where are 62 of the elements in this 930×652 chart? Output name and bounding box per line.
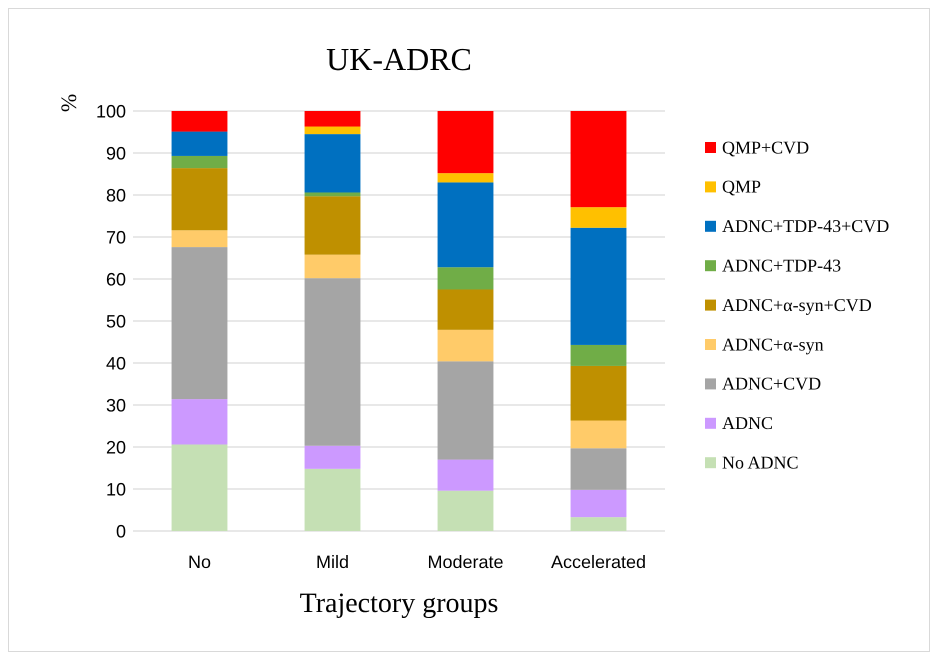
- bar: [304, 196, 360, 255]
- bar: [438, 490, 494, 531]
- legend-label: No ADNC: [722, 452, 799, 472]
- legend-label: QMP+CVD: [722, 137, 810, 158]
- y-axis-title: %: [56, 94, 81, 112]
- y-tick-label: 0: [116, 521, 126, 542]
- bar: [304, 134, 360, 192]
- bar: [172, 444, 228, 531]
- y-tick-label: 70: [106, 227, 126, 248]
- bar: [172, 168, 228, 230]
- bar: [172, 399, 228, 444]
- bar: [570, 448, 626, 490]
- bar: [304, 278, 360, 446]
- y-tick-label: 60: [106, 269, 126, 290]
- x-tick-label: Mild: [316, 552, 350, 572]
- bar: [438, 111, 494, 174]
- y-tick-label: 50: [106, 311, 126, 332]
- legend-label: ADNC: [722, 413, 774, 434]
- y-tick-label: 20: [106, 437, 126, 458]
- legend-label: ADNC+α-syn+CVD: [722, 294, 872, 315]
- y-tick-label: 40: [106, 353, 126, 374]
- chart-title: UK-ADRC: [326, 41, 472, 77]
- y-tick-label: 90: [106, 143, 126, 164]
- bar: [304, 254, 360, 278]
- bar: [304, 111, 360, 127]
- x-tick-label: No: [188, 552, 212, 572]
- bar: [438, 361, 494, 460]
- bar: [172, 111, 228, 132]
- bar: [438, 267, 494, 290]
- bar: [172, 156, 228, 168]
- bar: [172, 132, 228, 156]
- bar: [438, 182, 494, 268]
- bar: [172, 230, 228, 248]
- bar: [304, 468, 360, 531]
- y-tick-label: 80: [106, 185, 126, 206]
- bar: [304, 192, 360, 196]
- bar: [172, 247, 228, 400]
- bar: [570, 344, 626, 366]
- bar: [570, 490, 626, 518]
- legend-label: ADNC+TDP-43+CVD: [722, 216, 890, 236]
- legend-label: QMP: [722, 176, 762, 197]
- bar: [304, 446, 360, 469]
- legend-label: ADNC+CVD: [722, 374, 822, 394]
- x-axis-title: Trajectory groups: [300, 588, 498, 619]
- bar: [570, 111, 626, 208]
- legend-label: ADNC+α-syn: [722, 334, 824, 354]
- bar: [570, 207, 626, 228]
- bar: [570, 517, 626, 531]
- bar: [570, 420, 626, 448]
- legend-label: ADNC+TDP-43: [722, 256, 842, 276]
- bar: [438, 290, 494, 330]
- bar: [570, 228, 626, 345]
- bar: [438, 330, 494, 362]
- y-tick-label: 10: [106, 479, 126, 500]
- bar: [570, 366, 626, 421]
- bar: [438, 460, 494, 491]
- x-tick-label: Accelerated: [550, 552, 646, 572]
- y-tick-label: 30: [106, 395, 126, 416]
- bar: [304, 126, 360, 134]
- y-tick-label: 100: [96, 101, 126, 122]
- x-tick-label: Moderate: [427, 552, 504, 572]
- bar: [438, 173, 494, 182]
